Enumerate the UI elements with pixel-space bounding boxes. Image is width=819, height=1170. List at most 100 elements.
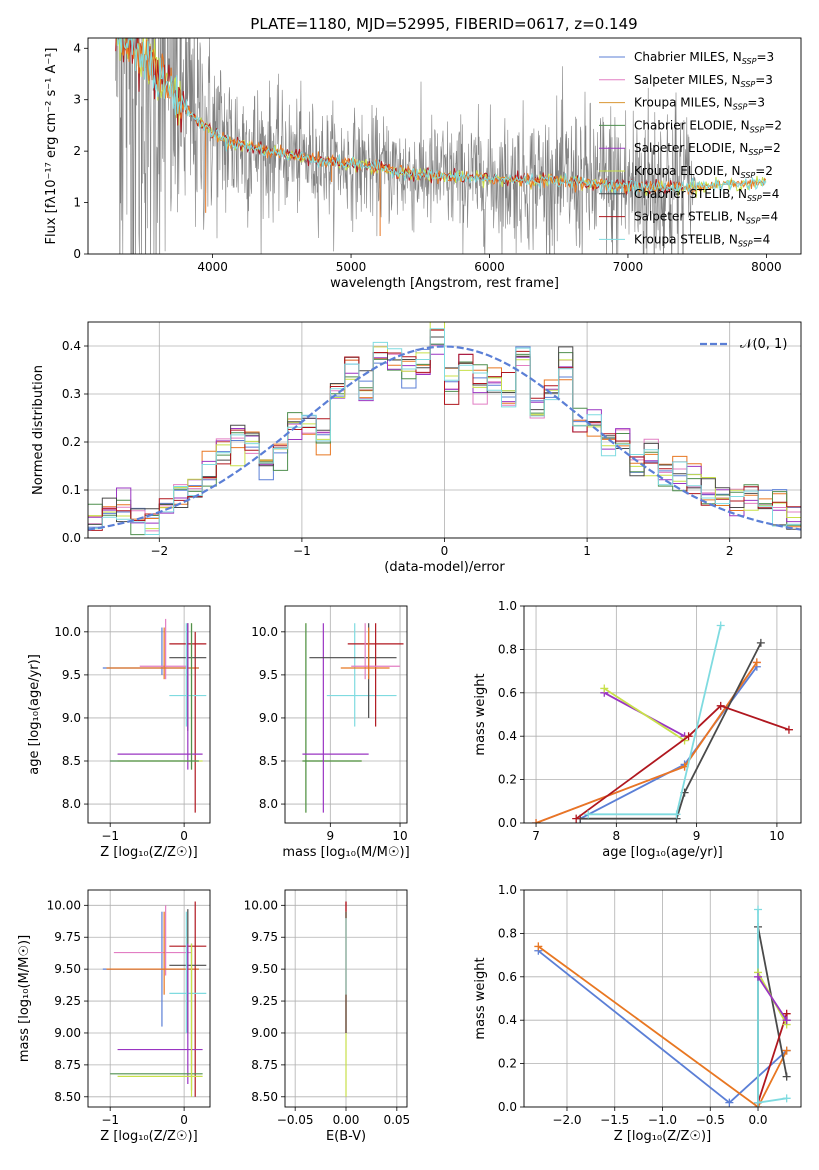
y-tick-label: 9.5 bbox=[259, 668, 278, 682]
y-tick-label: 9.25 bbox=[54, 994, 81, 1008]
histogram-step bbox=[88, 328, 801, 535]
legend-entry: Chabrier STELIB, NSSP=4 bbox=[634, 187, 779, 203]
residuals-panel: −2 −1 0 1 2 0.0 0.1 0.2 0.3 0.4 (data-model)/error… bbox=[31, 321, 802, 575]
x-tick-label: 0.05 bbox=[383, 1113, 410, 1127]
y-tick-label: 10.00 bbox=[47, 898, 81, 912]
legend-sub: SSP bbox=[741, 80, 756, 89]
y-tick-label: 9.00 bbox=[54, 1026, 81, 1040]
weight-vs-age-panel: 7 8 9 10 0.0 0.2 0.4 0.6 0.8 1.0 age [log₁₀(age/yr… bbox=[473, 599, 802, 860]
x-tick-label: 9 bbox=[693, 829, 701, 843]
series-marker bbox=[572, 814, 581, 823]
x-tick-label: 2 bbox=[726, 544, 734, 558]
x-axis-label: age [log₁₀(age/yr)] bbox=[602, 845, 723, 860]
y-tick-label: 0.6 bbox=[498, 970, 517, 984]
y-tick-label: 1.0 bbox=[498, 883, 517, 897]
y-tick-label: 0.0 bbox=[498, 1100, 517, 1114]
plot-area bbox=[524, 890, 801, 1107]
model-spectrum-line bbox=[115, 38, 767, 196]
series-marker bbox=[684, 732, 693, 741]
y-tick-label: 0.2 bbox=[498, 773, 517, 787]
x-tick-label: 0 bbox=[180, 829, 188, 843]
x-tick-label: −0.5 bbox=[696, 1113, 725, 1127]
legend-entry: Salpeter ELODIE, NSSP=2 bbox=[634, 141, 781, 157]
x-tick-label: −1.0 bbox=[648, 1113, 677, 1127]
series-marker bbox=[725, 1098, 734, 1107]
legend-count: =3 bbox=[747, 96, 765, 110]
y-tick-label: 8.75 bbox=[251, 1058, 278, 1072]
y-tick-label: 0 bbox=[73, 247, 81, 261]
legend-count: =2 bbox=[764, 118, 782, 132]
legend-count: =4 bbox=[760, 210, 778, 224]
legend-name: Chabrier MILES, N bbox=[634, 50, 742, 64]
y-tick-label: 8.50 bbox=[54, 1090, 81, 1104]
axes-frame bbox=[87, 321, 802, 539]
x-axis-label: Z [log₁₀(Z/Z☉)] bbox=[100, 845, 197, 860]
weight-vs-Z-panel: −2.0 −1.5 −1.0 −0.5 0.0 0.0 0.2 0.4 0.6 0.8 1.0 Z [… bbox=[473, 883, 802, 1144]
y-tick-label: 9.00 bbox=[251, 1026, 278, 1040]
y-tick-label: 9.25 bbox=[251, 994, 278, 1008]
legend-name: Chabrier ELODIE, N bbox=[634, 118, 750, 132]
series-line bbox=[757, 976, 788, 1021]
spectrum-panel: 4000 5000 6000 7000 8000 0 1 2 3 4 wavelength [Ang… bbox=[44, 37, 802, 291]
plot-area bbox=[88, 606, 210, 823]
series-marker bbox=[672, 810, 681, 819]
series-line bbox=[535, 661, 758, 823]
legend-entry: Salpeter STELIB, NSSP=4 bbox=[634, 210, 778, 226]
series-marker bbox=[754, 905, 763, 914]
x-tick-label: 0.00 bbox=[333, 1113, 360, 1127]
y-tick-label: 9.5 bbox=[62, 668, 81, 682]
page-title: PLATE=1180, MJD=52995, FIBERID=0617, z=0… bbox=[250, 15, 637, 33]
y-tick-label: 0.3 bbox=[62, 387, 81, 401]
y-tick-label: 1 bbox=[73, 196, 81, 210]
x-tick-label: 0.0 bbox=[748, 1113, 767, 1127]
y-tick-label: 8.5 bbox=[259, 754, 278, 768]
x-axis-label: (data-model)/error bbox=[384, 560, 505, 575]
legend-name: Kroupa ELODIE, N bbox=[634, 164, 741, 178]
x-tick-label: 9 bbox=[326, 829, 334, 843]
legend-count: =2 bbox=[755, 164, 773, 178]
plot-area bbox=[285, 606, 407, 823]
y-axis-label: Normed distribution bbox=[31, 365, 46, 495]
legend-entry: Chabrier ELODIE, NSSP=2 bbox=[634, 118, 782, 134]
mass-vs-EBV-panel: −0.05 0.00 0.05 8.50 8.75 9.00 9.25 9.50 9.75 10.… bbox=[244, 889, 410, 1144]
series-marker bbox=[584, 810, 593, 819]
series-line bbox=[537, 945, 788, 1107]
legend-sub: SSP bbox=[746, 217, 761, 226]
plot-area bbox=[115, 38, 767, 254]
y-axis-label: age [log₁₀(age/yr)] bbox=[27, 654, 42, 775]
series-marker bbox=[756, 638, 765, 647]
x-tick-label: 10 bbox=[392, 829, 407, 843]
series-marker bbox=[716, 701, 725, 710]
legend-sub: SSP bbox=[738, 239, 753, 248]
series-marker bbox=[782, 1072, 791, 1081]
x-tick-label: −2 bbox=[150, 544, 168, 558]
x-tick-label: 4000 bbox=[197, 260, 228, 274]
x-axis-label: wavelength [Angstrom, rest frame] bbox=[330, 276, 559, 291]
x-tick-label: 1 bbox=[583, 544, 591, 558]
legend-sub: SSP bbox=[741, 171, 756, 180]
x-tick-label: −1 bbox=[101, 1113, 119, 1127]
legend-sub: SSP bbox=[733, 103, 748, 112]
legend-entry: Kroupa MILES, NSSP=3 bbox=[634, 96, 765, 112]
legend-count: =3 bbox=[756, 50, 774, 64]
series-marker bbox=[784, 725, 793, 734]
legend-count: =3 bbox=[755, 73, 773, 87]
legend-entry: Salpeter MILES, NSSP=3 bbox=[634, 73, 773, 89]
x-tick-label: −0.05 bbox=[277, 1113, 314, 1127]
legend-sub: SSP bbox=[742, 57, 757, 66]
y-tick-label: 0.4 bbox=[498, 729, 517, 743]
x-tick-label: −1 bbox=[293, 544, 311, 558]
axes-frame bbox=[87, 889, 211, 1108]
x-axis-label: Z [log₁₀(Z/Z☉)] bbox=[614, 1129, 711, 1144]
legend-sub: SSP bbox=[748, 148, 763, 157]
x-tick-label: 7000 bbox=[613, 260, 644, 274]
legend-entry: Kroupa STELIB, NSSP=4 bbox=[634, 232, 770, 248]
y-tick-label: 9.50 bbox=[251, 962, 278, 976]
y-tick-label: 3 bbox=[73, 93, 81, 107]
y-tick-label: 8.0 bbox=[259, 797, 278, 811]
y-tick-label: 8.75 bbox=[54, 1058, 81, 1072]
age-vs-mass-panel: 9 10 8.0 8.5 9.0 9.5 10.0 mass [log₁₀(M/M☉)] bbox=[251, 605, 410, 860]
y-tick-label: 9.0 bbox=[62, 711, 81, 725]
